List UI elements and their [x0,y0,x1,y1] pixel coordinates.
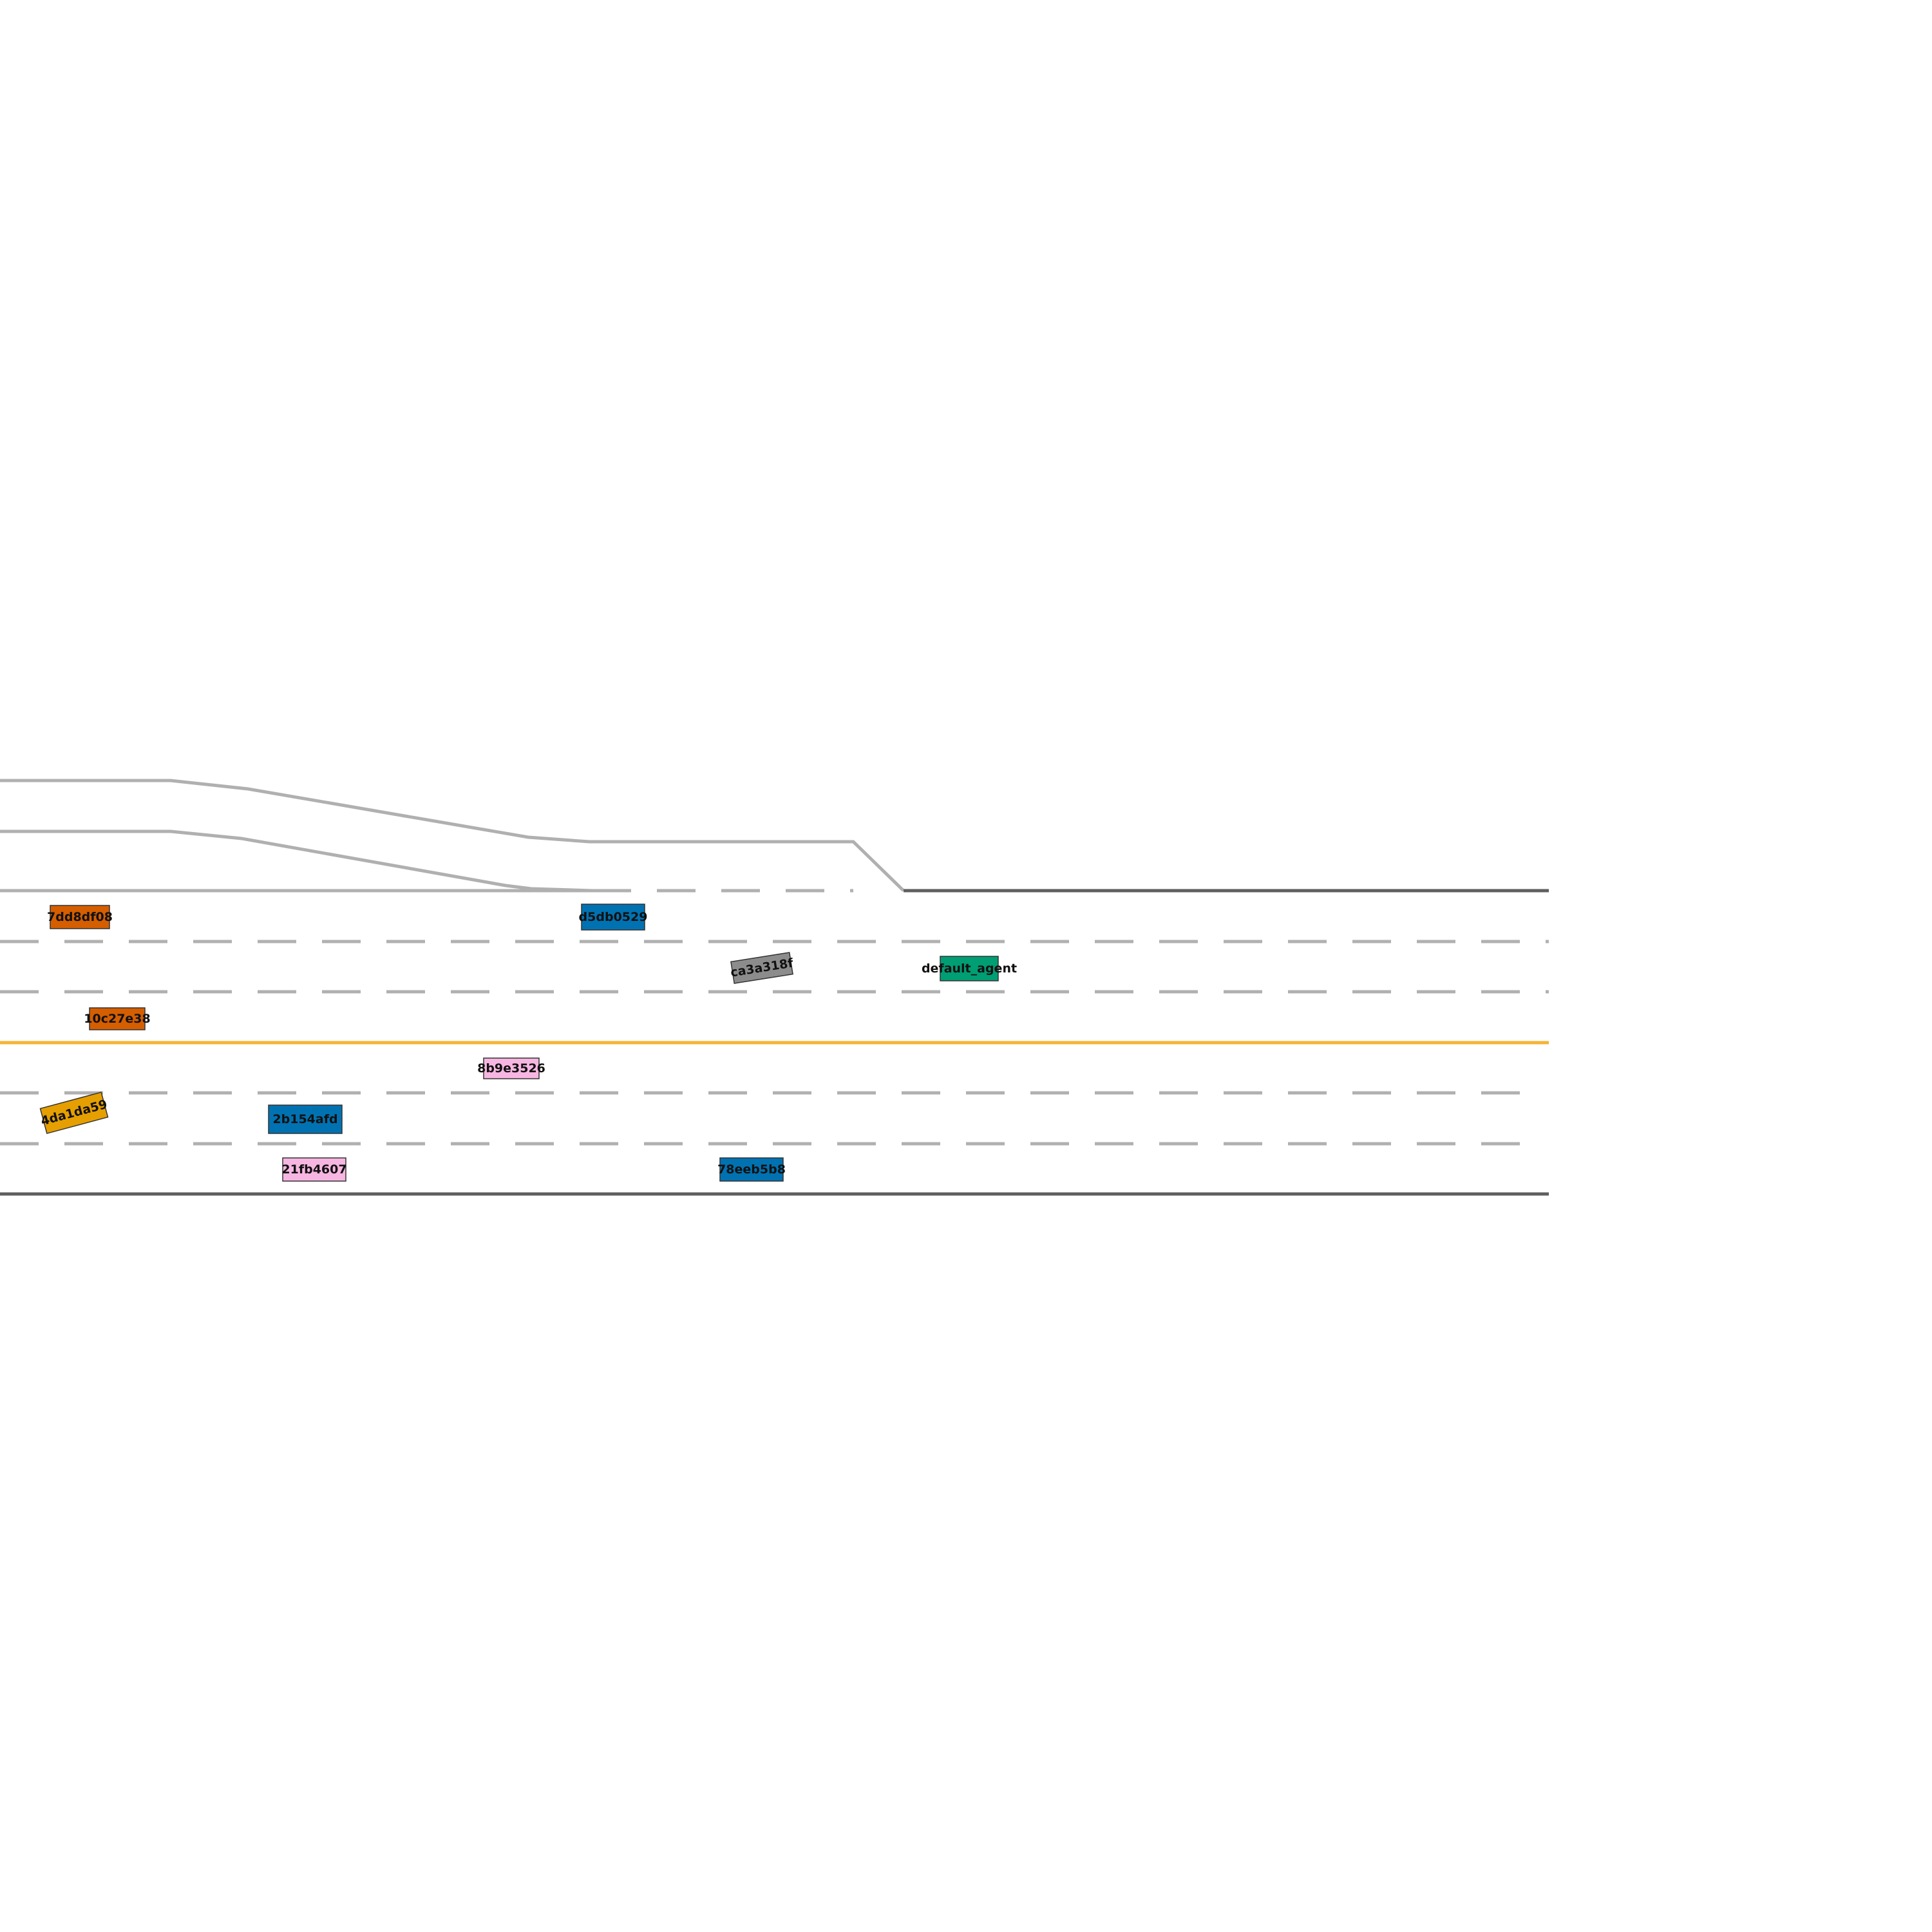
vehicles-layer: 7dd8df08 d5db0529 ca3a318f default_agent 10c… [39,904,1017,1182]
vehicle-d5db0529: d5db0529 [579,904,648,931]
vehicle-body [483,1057,540,1079]
vehicle-4da1da59: 4da1da59 [39,1092,109,1134]
vehicle-label: 2b154afd [272,1112,337,1126]
vehicle-body [268,1104,343,1134]
vehicle-label: 8b9e3526 [477,1061,545,1075]
vehicle-body [581,904,645,931]
vehicle-body [89,1007,146,1030]
vehicle-label: d5db0529 [579,910,648,924]
vehicle-label: 10c27e38 [84,1012,150,1026]
ramp-outer-boundary [0,779,905,892]
vehicle-label: 7dd8df08 [47,910,113,924]
vehicle-8b9e3526: 8b9e3526 [477,1057,545,1079]
vehicle-body [50,905,110,929]
vehicle-label: default_agent [922,961,1017,976]
vehicle-10c27e38: 10c27e38 [84,1007,151,1030]
vehicle-2b154afd: 2b154afd [268,1104,343,1134]
vehicle-label: 78eeb5b8 [717,1162,786,1177]
vehicle-body [39,1092,109,1134]
vehicle-ca3a318f: ca3a318f [730,952,795,984]
vehicle-21fb4607: 21fb4607 [281,1157,347,1182]
vehicle-body [282,1157,346,1182]
vehicle-label: 21fb4607 [281,1162,346,1177]
vehicle-7dd8df08: 7dd8df08 [47,905,113,929]
vehicle-default_agent: default_agent [922,956,1017,981]
vehicle-body [730,952,793,984]
vehicle-body [719,1157,784,1182]
vehicle-78eeb5b8: 78eeb5b8 [717,1157,786,1182]
vehicle-body [940,956,999,981]
